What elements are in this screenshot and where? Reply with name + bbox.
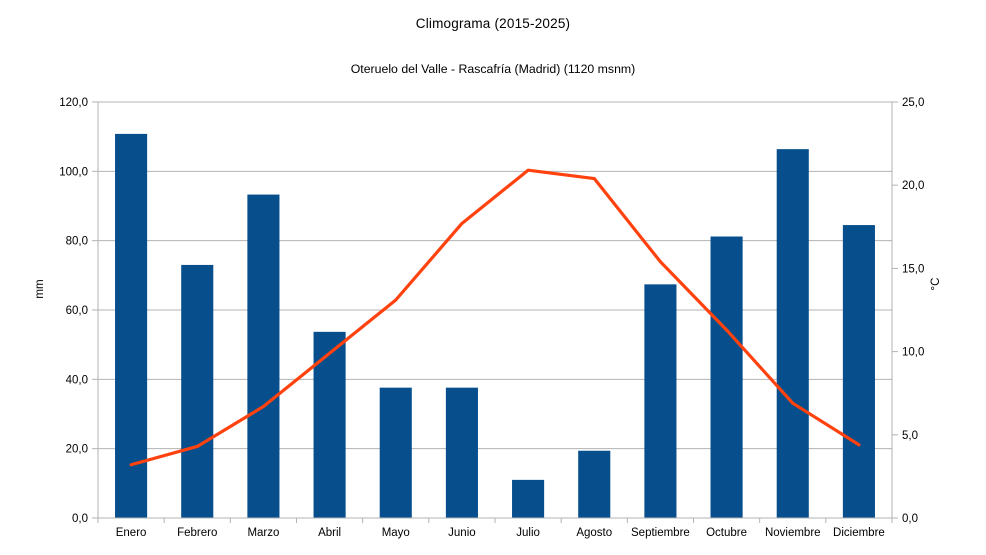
precipitation-bar xyxy=(512,479,545,518)
precipitation-bar xyxy=(644,284,677,518)
x-axis-month-label: Abril xyxy=(318,527,341,539)
x-axis-month-label: Octubre xyxy=(706,527,747,539)
left-axis-title: mm xyxy=(34,279,46,299)
left-axis-tick-label: 80,0 xyxy=(66,236,88,248)
precipitation-bar xyxy=(247,194,280,518)
chart-title: Climograma (2015-2025) xyxy=(415,16,571,31)
left-axis-tick-label: 120,0 xyxy=(59,97,88,109)
precipitation-bar xyxy=(578,450,611,518)
right-axis-tick-label: 10,0 xyxy=(902,347,924,359)
right-axis-tick-label: 0,0 xyxy=(902,513,918,525)
precipitation-bar xyxy=(445,387,478,518)
left-axis-tick-label: 20,0 xyxy=(66,444,88,456)
chart-subtitle: Oteruelo del Valle - Rascafría (Madrid) … xyxy=(350,62,636,76)
right-axis-title: °C xyxy=(930,277,942,291)
x-axis-month-label: Septiembre xyxy=(631,527,690,539)
precipitation-bar xyxy=(776,149,809,518)
x-axis-month-label: Julio xyxy=(516,527,540,539)
x-axis-month-label: Agosto xyxy=(576,527,612,539)
x-axis-month-label: Mayo xyxy=(382,527,410,539)
precipitation-bar xyxy=(313,331,346,518)
precipitation-bar xyxy=(379,387,412,518)
x-axis-month-label: Diciembre xyxy=(833,527,885,539)
precipitation-bar xyxy=(842,225,875,519)
left-axis-tick-label: 0,0 xyxy=(72,513,88,525)
left-axis-tick-label: 100,0 xyxy=(59,166,88,178)
right-axis-tick-label: 25,0 xyxy=(902,97,924,109)
right-axis-tick-label: 20,0 xyxy=(902,180,924,192)
x-axis-month-label: Enero xyxy=(116,527,147,539)
x-axis-month-label: Noviembre xyxy=(765,527,821,539)
right-axis-tick-label: 5,0 xyxy=(902,430,918,442)
left-axis-tick-label: 40,0 xyxy=(66,374,88,386)
precipitation-bar xyxy=(181,264,214,518)
right-axis-tick-label: 15,0 xyxy=(902,263,924,275)
x-axis-month-label: Marzo xyxy=(247,527,279,539)
precipitation-bar xyxy=(710,236,743,519)
x-axis-month-label: Junio xyxy=(448,527,476,539)
temperature-line xyxy=(129,168,861,467)
precipitation-bar xyxy=(115,133,148,519)
x-axis-month-label: Febrero xyxy=(177,527,217,539)
left-axis-tick-label: 60,0 xyxy=(66,305,88,317)
